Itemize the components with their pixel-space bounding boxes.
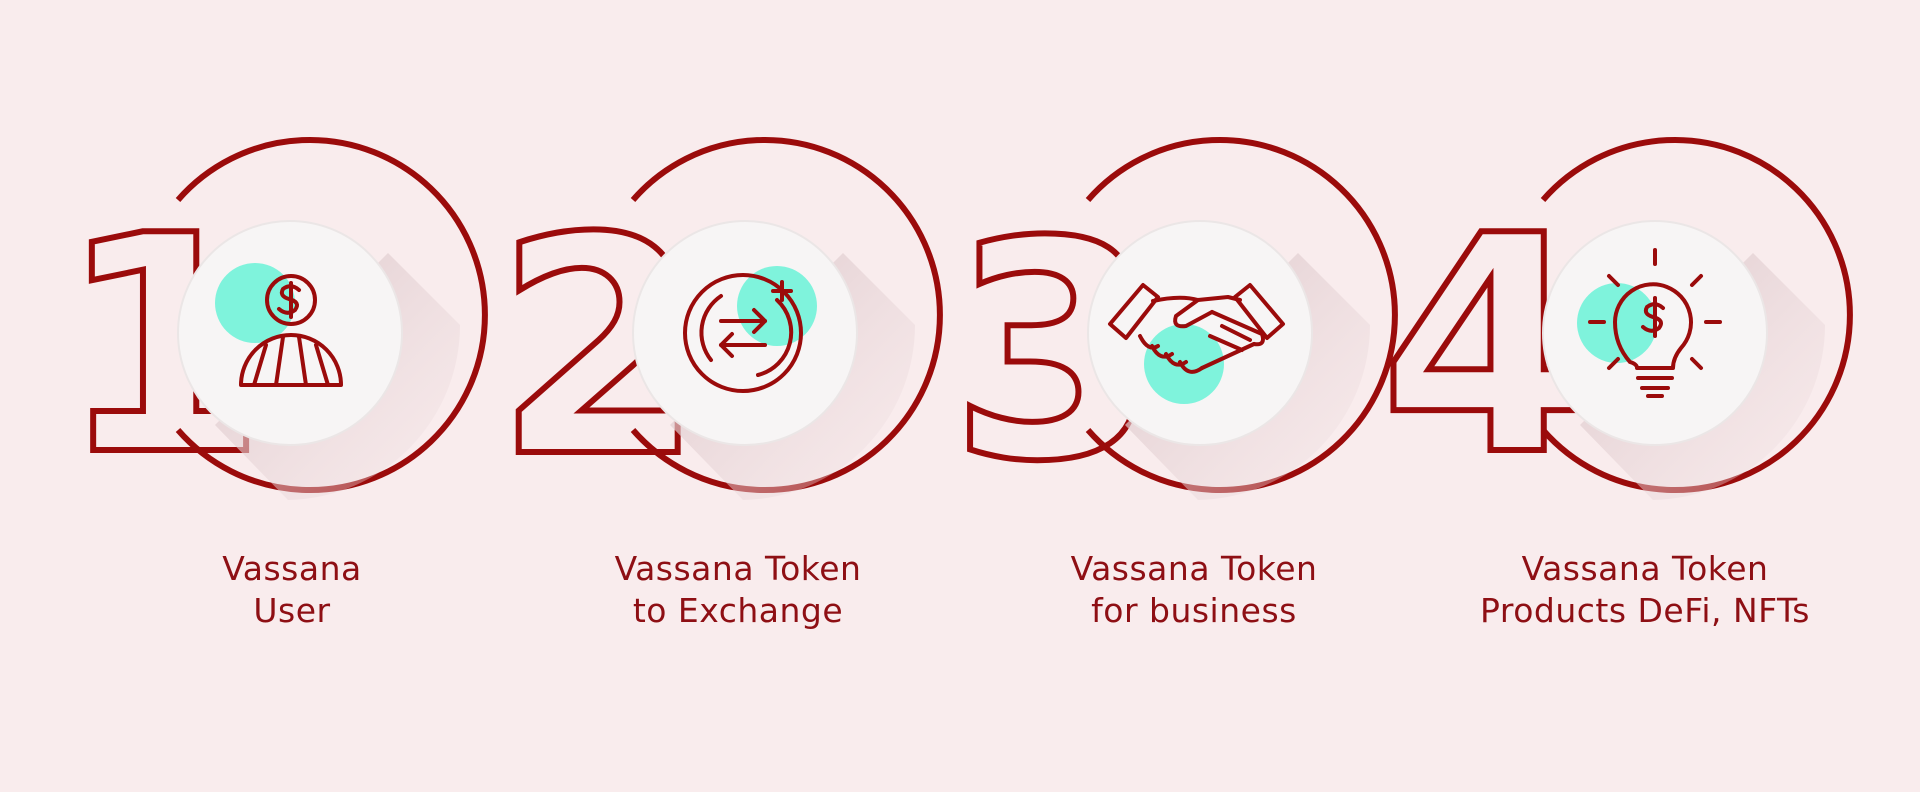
step-4-caption: Vassana Token Products DeFi, NFTs bbox=[1480, 548, 1810, 632]
step-1-graphic: 1 bbox=[55, 137, 488, 524]
step-2-graphic: 2 bbox=[492, 137, 943, 526]
step-3: 3 bbox=[947, 0, 1440, 792]
caption-line: Vassana Token bbox=[1521, 549, 1769, 588]
caption-line: User bbox=[253, 591, 331, 630]
mint-accent bbox=[215, 263, 295, 343]
step-4-graphic: 4 bbox=[1377, 137, 1853, 524]
step-3-caption: Vassana Token for business bbox=[1071, 548, 1318, 632]
step-3-graphic: 3 bbox=[947, 137, 1398, 530]
step-1: 1 bbox=[55, 0, 530, 792]
caption-line: to Exchange bbox=[632, 591, 844, 630]
mint-accent bbox=[737, 266, 817, 346]
step-2-caption: Vassana Token to Exchange bbox=[615, 548, 862, 632]
caption-line: Vassana Token bbox=[1070, 549, 1318, 588]
handshake-icon bbox=[1108, 283, 1285, 374]
caption-line: Products DeFi, NFTs bbox=[1480, 591, 1810, 630]
lightbulb-dollar-icon bbox=[1588, 248, 1722, 398]
icon-disc bbox=[632, 220, 858, 446]
user-dollar-icon bbox=[239, 274, 343, 387]
caption-line: for business bbox=[1091, 591, 1297, 630]
step-4: 4 bbox=[1377, 0, 1895, 792]
caption-line: Vassana bbox=[222, 549, 362, 588]
icon-disc bbox=[177, 220, 403, 446]
step-1-caption: Vassana User bbox=[222, 548, 361, 632]
exchange-arrows-icon bbox=[683, 273, 803, 393]
caption-line: Vassana Token bbox=[614, 549, 862, 588]
step-2: 2 bbox=[492, 0, 985, 792]
